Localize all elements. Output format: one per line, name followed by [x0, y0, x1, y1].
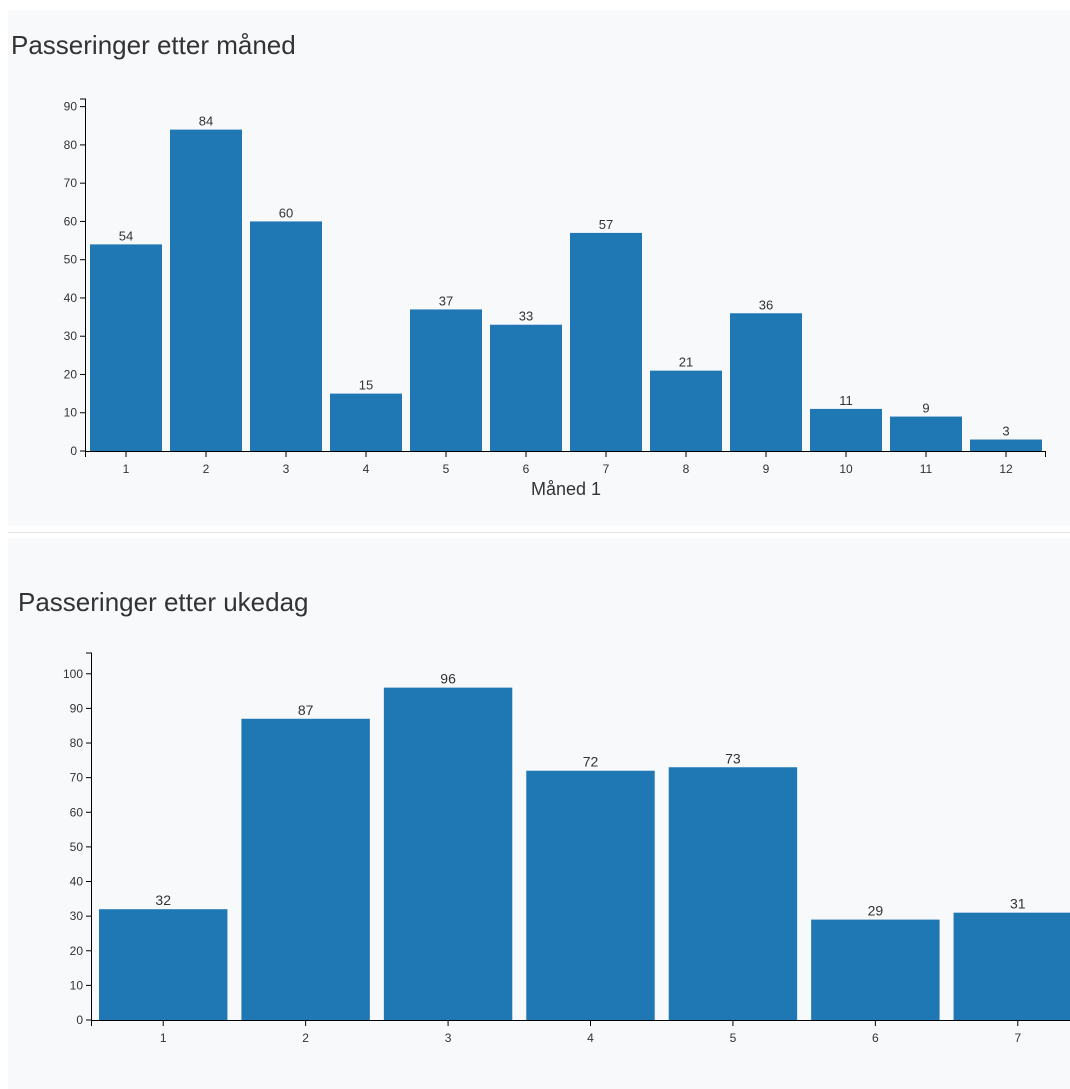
month-bar: [570, 232, 642, 451]
weekday-y-tick-label: 90: [70, 701, 84, 715]
month-x-tick-label: 1: [123, 462, 130, 476]
month-bar: [650, 370, 722, 451]
weekday-bar: [383, 687, 513, 1020]
weekday-x-tick-label: 2: [302, 1031, 309, 1045]
weekday-bar: [668, 767, 798, 1020]
month-y-tick-label: 20: [64, 367, 78, 381]
month-bar-value-label: 33: [519, 309, 533, 324]
weekday-chart-panel: Passeringer etter ukedag 32 87 96 72 73 29 31 0…: [8, 538, 1070, 1089]
month-bar-value-label: 60: [279, 205, 293, 220]
weekday-bar-value-label: 32: [155, 892, 171, 908]
weekday-bar: [99, 909, 228, 1020]
month-bar-value-label: 54: [119, 228, 133, 243]
month-x-tick-label: 10: [839, 462, 853, 476]
month-bar: [250, 221, 322, 451]
month-bar-value-label: 9: [922, 401, 929, 416]
month-x-tick-label: 11: [920, 462, 933, 476]
weekday-bar-value-label: 72: [583, 754, 599, 770]
month-x-tick-label: 7: [603, 462, 610, 476]
month-bar-value-label: 21: [679, 355, 693, 370]
weekday-x-tick-label: 5: [730, 1031, 737, 1045]
weekday-bar-chart: 32 87 96 72 73 29 31 0 10 20 30 40 50 60 70 80 90 100 1 2 3 4…: [63, 652, 1070, 1045]
month-x-tick-label: 8: [683, 462, 690, 476]
month-chart-panel: Passeringer etter måned 54 84 60 15 37 33 57 21…: [8, 10, 1070, 526]
weekday-bar-value-label: 87: [298, 702, 314, 718]
month-bar-value-label: 36: [759, 297, 773, 312]
month-bar-chart: 5484601537335721361193010203040506070809…: [64, 98, 1046, 499]
month-x-tick-label: 2: [203, 462, 210, 476]
weekday-x-tick-label: 6: [872, 1031, 879, 1045]
weekday-chart-title: Passeringer etter ukedag: [18, 587, 309, 617]
weekday-y-tick-label: 80: [70, 736, 84, 750]
month-x-tick-label: 12: [999, 462, 1013, 476]
month-y-tick-label: 30: [64, 329, 78, 343]
weekday-bar: [953, 912, 1070, 1020]
month-x-tick-label: 4: [363, 462, 370, 476]
month-bar-value-label: 37: [439, 293, 453, 308]
weekday-bar: [811, 919, 940, 1020]
month-y-tick-label: 80: [64, 138, 78, 152]
weekday-x-tick-label: 3: [445, 1031, 452, 1045]
weekday-x-tick-label: 1: [160, 1031, 167, 1045]
month-y-tick-label: 50: [64, 253, 78, 267]
month-x-tick-label: 3: [283, 462, 290, 476]
month-bar: [330, 393, 402, 451]
month-y-tick-label: 60: [64, 214, 78, 228]
panel-divider: [8, 532, 1070, 533]
month-y-tick-label: 40: [64, 291, 78, 305]
month-bar: [890, 416, 962, 451]
weekday-bar-value-label: 31: [1010, 896, 1026, 912]
month-bar-value-label: 57: [599, 217, 613, 232]
month-bar: [730, 313, 802, 451]
month-x-axis-title: Måned 1: [531, 479, 601, 499]
weekday-y-tick-label: 70: [70, 771, 84, 785]
weekday-bar-value-label: 96: [440, 671, 456, 687]
month-x-tick-label: 9: [763, 462, 770, 476]
weekday-bar: [241, 718, 370, 1020]
weekday-y-tick-label: 30: [70, 909, 84, 923]
weekday-bar-value-label: 29: [868, 903, 884, 919]
month-x-tick-label: 5: [443, 462, 450, 476]
weekday-y-tick-label: 100: [63, 667, 83, 681]
month-bar: [170, 129, 242, 451]
month-bar: [410, 309, 482, 451]
month-y-tick-label: 90: [64, 100, 78, 114]
weekday-bar: [526, 770, 655, 1020]
month-bar: [490, 324, 562, 451]
weekday-y-tick-label: 40: [70, 875, 84, 889]
month-chart-title: Passeringer etter måned: [11, 30, 296, 60]
month-bar: [810, 408, 882, 451]
weekday-y-tick-label: 10: [70, 978, 84, 992]
weekday-x-tick-label: 4: [587, 1031, 594, 1045]
weekday-y-tick-label: 0: [76, 1013, 83, 1027]
weekday-bar-value-label: 73: [725, 750, 741, 766]
month-y-tick-label: 0: [70, 444, 77, 458]
month-bar-value-label: 15: [359, 378, 373, 393]
weekday-y-tick-label: 20: [70, 944, 84, 958]
month-x-tick-label: 6: [523, 462, 530, 476]
month-bar: [970, 439, 1042, 451]
month-y-tick-label: 10: [64, 406, 78, 420]
month-bar-value-label: 84: [199, 114, 213, 129]
weekday-y-tick-label: 60: [70, 805, 84, 819]
month-bar-value-label: 11: [839, 393, 853, 408]
month-bar-value-label: 3: [1002, 424, 1009, 439]
weekday-x-tick-label: 7: [1014, 1031, 1021, 1045]
month-bar: [90, 244, 162, 451]
weekday-y-tick-label: 50: [70, 840, 84, 854]
month-y-tick-label: 70: [64, 176, 78, 190]
